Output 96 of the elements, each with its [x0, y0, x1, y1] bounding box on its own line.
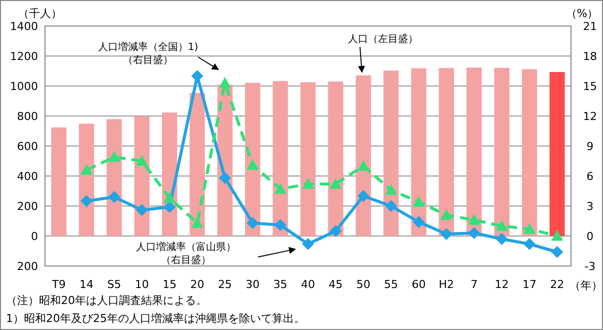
- point: [274, 219, 286, 231]
- point: [108, 191, 120, 203]
- y-tick-label: 600: [17, 140, 38, 153]
- text: 1）昭和20年及び25年の人口増減率は沖縄県を除いて算出。: [6, 312, 305, 325]
- y2-tick-label: 6: [586, 170, 594, 183]
- point: [330, 225, 342, 237]
- point: [468, 214, 480, 225]
- point: [108, 151, 120, 162]
- y-tick-label: 1400: [10, 20, 38, 33]
- point: [191, 217, 204, 228]
- y-tick-label: 800: [17, 110, 38, 123]
- x-tick-label: 35: [273, 278, 288, 291]
- x-tick-label: 20: [190, 278, 204, 291]
- point: [357, 160, 370, 171]
- annotation: 人口（左目盛）: [348, 33, 418, 45]
- point: [136, 204, 148, 216]
- point: [246, 217, 259, 229]
- bar: [356, 75, 371, 236]
- text: （注）昭和20年は人口調査結果による。: [6, 294, 207, 307]
- y2-tick-label: 3: [586, 200, 594, 213]
- y-tick-label: 0: [31, 230, 38, 243]
- y-axis-title: （千人）: [18, 7, 62, 20]
- bar: [411, 68, 426, 236]
- y2-tick-label: 0: [586, 230, 594, 243]
- point: [468, 227, 480, 239]
- point: [385, 184, 398, 195]
- y2-tick-label: 21: [583, 20, 597, 33]
- x-tick-label: 40: [301, 278, 315, 291]
- y2-tick-label: 9: [586, 140, 594, 153]
- bar: [51, 127, 66, 236]
- point: [412, 196, 425, 207]
- y2-axis-title: （%）: [566, 7, 598, 20]
- annotation: 人口増減率（全国）1): [98, 41, 198, 53]
- x-tick-label: 12: [494, 278, 509, 291]
- point: [136, 155, 148, 166]
- point: [523, 223, 536, 234]
- point: [551, 230, 564, 241]
- x-tick-label: S5: [107, 278, 122, 291]
- point: [302, 178, 314, 189]
- annotation: 人口増減率（富山県）: [136, 241, 236, 253]
- x-tick-label: 22: [550, 278, 564, 291]
- point: [496, 233, 508, 245]
- x-tick-label: T9: [50, 278, 66, 291]
- bar: [300, 82, 316, 236]
- x-tick-label: 30: [246, 278, 260, 291]
- point: [246, 159, 259, 170]
- point: [412, 216, 425, 228]
- x-tick-label: 7: [470, 278, 478, 291]
- x-axis-title: （年）: [570, 279, 602, 292]
- point: [523, 238, 536, 250]
- x-tick-label: 17: [522, 278, 536, 291]
- y-tick-label: 400: [17, 170, 38, 183]
- y-tick-label: 1000: [10, 80, 38, 93]
- x-tick-label: 55: [384, 278, 398, 291]
- point: [357, 190, 370, 202]
- bar: [550, 72, 565, 236]
- y-tick-label: 200: [17, 200, 38, 213]
- annotation: （右目盛）: [123, 54, 173, 66]
- bar: [78, 124, 94, 236]
- bar: [383, 70, 399, 236]
- bar: [466, 68, 482, 236]
- point: [330, 178, 342, 189]
- point: [80, 195, 93, 207]
- x-tick-label: 14: [80, 278, 94, 291]
- annotation: （右目盛）: [161, 254, 211, 266]
- x-tick-label: 10: [134, 278, 149, 291]
- bar: [272, 81, 288, 236]
- point: [302, 238, 314, 250]
- x-tick-label: 15: [162, 278, 177, 291]
- y2-tick-label: 18: [583, 50, 597, 63]
- y2-tick-label: -3: [584, 260, 596, 273]
- bar: [438, 68, 454, 236]
- point: [551, 246, 564, 258]
- y-tick-label: 200: [17, 260, 38, 273]
- y-tick-label: 1200: [10, 50, 38, 63]
- bar: [245, 82, 260, 236]
- point: [496, 220, 508, 231]
- bar: [494, 68, 510, 236]
- point: [164, 201, 176, 213]
- bar: [328, 82, 344, 236]
- point: [218, 172, 231, 184]
- point: [440, 228, 452, 240]
- y2-tick-label: 12: [583, 110, 597, 123]
- point: [440, 209, 452, 220]
- bar: [522, 69, 538, 236]
- point: [80, 164, 93, 175]
- point: [274, 183, 286, 194]
- x-tick-label: 60: [412, 278, 426, 291]
- point: [164, 192, 176, 203]
- y2-tick-label: 15: [583, 80, 597, 93]
- x-tick-label: 25: [218, 278, 232, 291]
- point: [385, 200, 398, 212]
- x-tick-label: 50: [356, 278, 370, 291]
- x-tick-label: 45: [328, 278, 343, 291]
- point: [218, 77, 231, 88]
- x-tick-label: H2: [438, 278, 454, 291]
